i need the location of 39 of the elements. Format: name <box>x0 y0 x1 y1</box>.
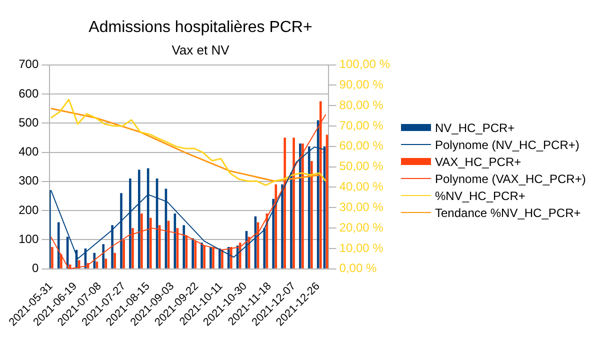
y-tick-label: 600 <box>18 86 39 100</box>
y-tick-label: 300 <box>18 174 39 188</box>
bar <box>310 161 313 268</box>
legend-label: NV_HC_PCR+ <box>435 120 515 134</box>
y-tick-label: 0 <box>32 261 39 276</box>
chart-subtitle: Vax et NV <box>172 42 230 58</box>
bar <box>96 262 98 268</box>
bar <box>51 247 54 268</box>
bar <box>57 222 60 268</box>
y2-tick-label: 100,00 % <box>339 57 390 72</box>
y-tick-label: 100 <box>18 232 39 246</box>
y2-tick-label: 90,00 % <box>339 78 384 92</box>
y2-tick-label: 60,00 % <box>339 138 384 153</box>
bar <box>182 225 186 268</box>
y2-tick-label: 30,00 % <box>339 200 384 214</box>
y2-tick-label: 70,00 % <box>339 118 384 132</box>
y-tick-label: 400 <box>18 144 39 159</box>
y2-tick-label: 40,00 % <box>339 180 384 194</box>
y2-tick-label: 20,00 % <box>339 220 384 234</box>
y2-tick-label: 50,00 % <box>339 159 384 174</box>
bar <box>114 252 116 268</box>
bar <box>93 252 96 268</box>
bar <box>200 242 203 268</box>
y-tick-label: 200 <box>18 202 39 217</box>
bar <box>192 238 194 268</box>
y-tick-label: 500 <box>18 115 39 130</box>
bar <box>104 258 108 268</box>
legend-label: %NV_HC_PCR+ <box>435 188 526 202</box>
chart-title: Admissions hospitalières PCR+ <box>88 19 312 36</box>
y2-tick-label: 0,00 % <box>339 261 377 276</box>
legend-label: Tendance %NV_HC_PCR+ <box>435 206 581 220</box>
legend-label: Polynome (VAX_HC_PCR+) <box>435 172 586 186</box>
y-tick-label: 700 <box>18 57 39 72</box>
legend-label: VAX_HC_PCR+ <box>435 154 522 168</box>
bar <box>210 247 212 268</box>
legend-label: Polynome (NV_HC_PCR+) <box>435 138 580 152</box>
bar <box>102 244 104 268</box>
y2-tick-label: 80,00 % <box>339 98 384 112</box>
y2-tick-label: 10,00 % <box>339 240 384 255</box>
